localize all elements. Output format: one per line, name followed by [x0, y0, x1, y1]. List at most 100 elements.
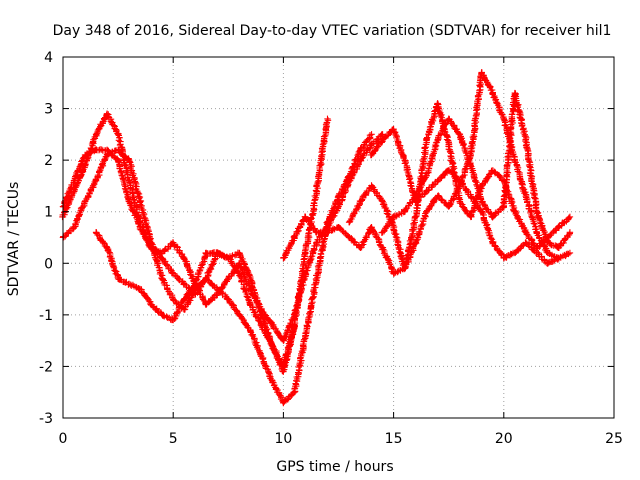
- data-point: [203, 301, 210, 308]
- data-point: [136, 223, 144, 231]
- data-point: [544, 249, 552, 257]
- data-point: [489, 239, 496, 246]
- data-point: [500, 115, 507, 123]
- data-point: [203, 275, 210, 282]
- data-point: [247, 275, 254, 282]
- data-point: [533, 208, 541, 215]
- data-point: [258, 311, 265, 319]
- data-point: [335, 203, 342, 210]
- data-point: [522, 193, 530, 200]
- data-point: [412, 213, 419, 221]
- data-point: [291, 389, 298, 396]
- data-point: [225, 254, 232, 262]
- data-point: [214, 291, 221, 298]
- data-point: [522, 136, 530, 143]
- data-point: [555, 244, 563, 252]
- data-point: [379, 244, 386, 252]
- y-tick-label: 2: [44, 153, 53, 169]
- x-tick-label: 0: [59, 431, 68, 447]
- data-point: [368, 141, 375, 148]
- series-track-8: [378, 89, 574, 252]
- data-point: [92, 177, 100, 184]
- series-track-4: [92, 229, 298, 375]
- data-point: [368, 131, 375, 138]
- data-point: [302, 213, 309, 221]
- data-point: [368, 151, 375, 159]
- data-point: [456, 131, 463, 138]
- data-point: [478, 208, 485, 215]
- data-point: [81, 151, 89, 159]
- data-point: [423, 172, 430, 179]
- data-point: [456, 198, 463, 205]
- axis-ticks: 0 5 10 15 20 25 -3 -2 -1 0 1 2 3 4: [39, 50, 623, 447]
- data-point: [401, 208, 408, 215]
- data-point: [379, 229, 386, 236]
- data-point: [92, 131, 100, 138]
- data-point: [181, 306, 188, 313]
- data-point: [555, 223, 563, 231]
- data-point: [136, 285, 144, 293]
- data-point: [236, 270, 243, 277]
- x-tick-label: 5: [169, 431, 178, 447]
- y-tick-label: -1: [39, 308, 53, 324]
- data-point: [170, 270, 177, 277]
- series-markers: [93, 229, 298, 375]
- data-point: [456, 177, 463, 184]
- data-point: [467, 162, 474, 169]
- data-point: [192, 280, 199, 288]
- y-tick-label: 0: [44, 256, 53, 272]
- data-point: [357, 156, 364, 164]
- data-point: [445, 141, 452, 148]
- data-point: [368, 223, 375, 231]
- data-point: [313, 187, 320, 195]
- data-point: [103, 110, 111, 117]
- data-point: [511, 249, 519, 257]
- data-point: [225, 275, 232, 282]
- data-point: [125, 280, 133, 288]
- data-point: [247, 301, 254, 308]
- data-point: [247, 327, 254, 334]
- data-point: [269, 321, 276, 329]
- data-point: [522, 239, 530, 246]
- y-tick-label: 4: [44, 50, 53, 66]
- x-tick-label: 20: [495, 431, 513, 447]
- data-point: [467, 213, 474, 221]
- data-point: [114, 156, 122, 164]
- data-point: [302, 332, 309, 339]
- x-tick-label: 25: [605, 431, 623, 447]
- y-tick-label: -2: [39, 359, 53, 375]
- data-point: [544, 260, 552, 267]
- data-point: [324, 229, 331, 236]
- data-point: [434, 100, 441, 107]
- data-point: [181, 296, 188, 303]
- data-point: [158, 275, 166, 282]
- series-markers: [345, 69, 572, 272]
- data-point: [544, 239, 552, 246]
- data-point: [401, 265, 408, 272]
- data-point: [103, 146, 111, 154]
- data-point: [555, 254, 563, 262]
- data-point: [70, 223, 78, 231]
- series-track-1: [59, 131, 375, 407]
- data-point: [269, 378, 276, 386]
- data-point: [158, 311, 166, 319]
- data-point: [280, 337, 287, 344]
- data-point: [225, 296, 232, 303]
- data-point: [192, 291, 199, 298]
- data-point: [114, 275, 122, 282]
- x-tick-label: 10: [274, 431, 292, 447]
- data-point: [390, 223, 397, 231]
- data-point: [147, 244, 155, 252]
- data-point: [357, 146, 364, 154]
- data-point: [533, 249, 541, 257]
- data-point: [566, 249, 574, 257]
- data-point: [522, 229, 530, 236]
- data-point: [423, 187, 430, 195]
- data-point: [401, 156, 408, 164]
- data-point: [136, 198, 144, 205]
- data-point: [291, 234, 298, 241]
- data-point: [445, 167, 452, 174]
- data-point: [412, 239, 419, 246]
- y-tick-label: 1: [44, 205, 53, 221]
- data-point: [170, 296, 177, 303]
